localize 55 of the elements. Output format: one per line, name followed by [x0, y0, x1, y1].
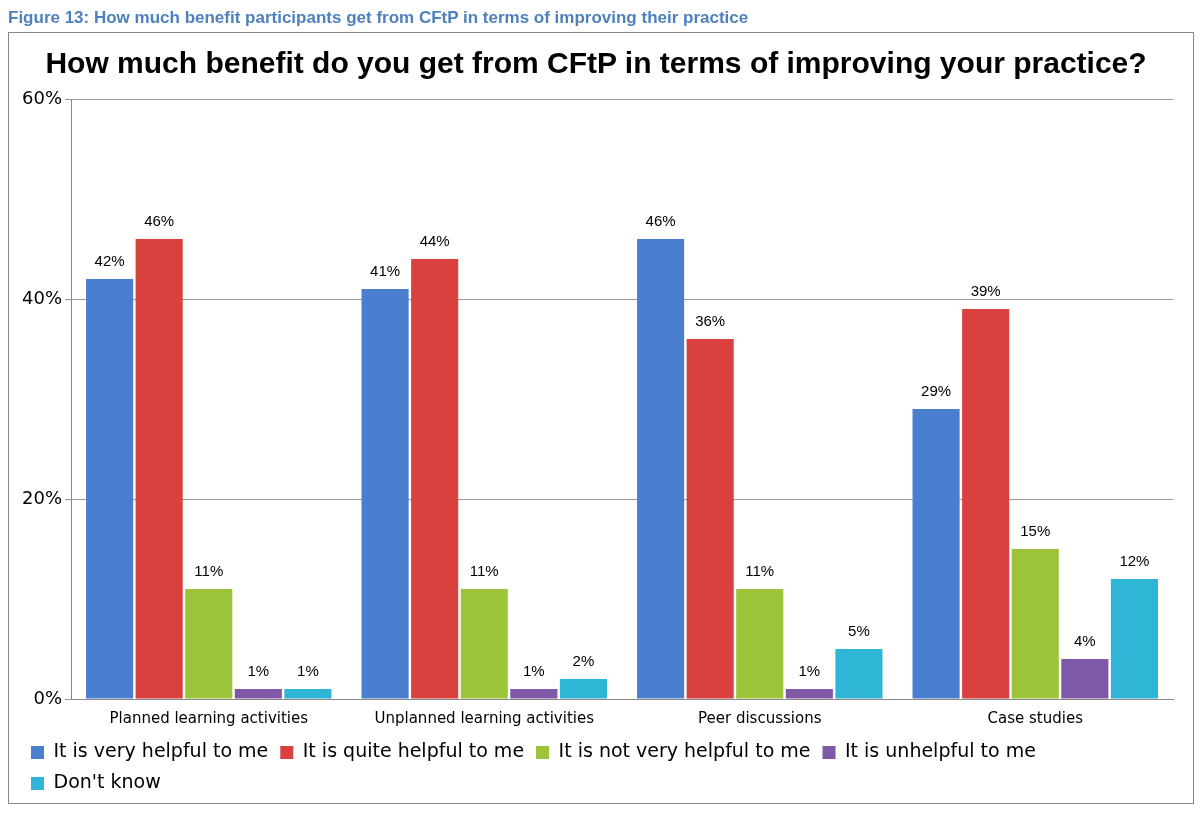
- data-label: 12%: [1119, 551, 1150, 569]
- data-label: 2%: [572, 651, 595, 669]
- data-label: 11%: [745, 561, 775, 579]
- data-label: 42%: [94, 251, 125, 269]
- legend-label: Don't know: [53, 770, 161, 793]
- bar: [510, 689, 558, 699]
- bar: [135, 239, 183, 699]
- data-label: 36%: [695, 311, 726, 329]
- data-label: 46%: [144, 211, 175, 229]
- bar: [361, 289, 409, 699]
- data-label: 15%: [1020, 521, 1051, 539]
- bar: [912, 409, 960, 699]
- data-label: 39%: [970, 281, 1001, 299]
- data-label: 1%: [247, 661, 270, 679]
- bar: [785, 689, 833, 699]
- data-label: 11%: [194, 561, 224, 579]
- legend-label: It is quite helpful to me: [302, 739, 525, 762]
- data-label: 11%: [469, 561, 499, 579]
- bar: [234, 689, 282, 699]
- bar: [411, 259, 459, 699]
- y-tick-label: 0%: [33, 686, 63, 708]
- bar: [637, 239, 685, 699]
- bar: [460, 589, 508, 699]
- data-label: 29%: [921, 381, 952, 399]
- y-tick-label: 60%: [21, 86, 63, 108]
- legend-label: It is unhelpful to me: [845, 739, 1036, 762]
- data-label: 1%: [523, 661, 545, 679]
- x-tick-label: Unplanned learning activities: [374, 708, 595, 727]
- y-tick-label: 40%: [21, 286, 63, 308]
- data-label: 46%: [645, 211, 676, 229]
- x-tick-label: Peer discussions: [698, 708, 822, 727]
- legend-label: It is not very helpful to me: [558, 739, 811, 762]
- x-tick-label: Case studies: [987, 708, 1084, 727]
- data-label: 4%: [1074, 631, 1096, 649]
- bar: [962, 309, 1010, 699]
- bar: [736, 589, 784, 699]
- bar: [1110, 579, 1158, 699]
- bar: [86, 279, 134, 699]
- bar: [835, 649, 883, 699]
- bar: [1011, 549, 1059, 699]
- bar: [1061, 659, 1109, 699]
- data-label: 41%: [370, 261, 401, 279]
- data-label: 1%: [297, 661, 319, 679]
- caption: Figure 13: How much benefit participants get from CFtP in terms of improving their practice: [8, 8, 750, 28]
- x-tick-label: Planned learning activities: [109, 708, 309, 727]
- legend-label: It is very helpful to me: [53, 739, 269, 762]
- data-label: 5%: [848, 621, 870, 639]
- bar: [686, 339, 734, 699]
- bar: [284, 689, 332, 699]
- bar: [185, 589, 233, 699]
- chart-title: How much benefit do you get from CFtP in terms of improving your practice?: [45, 46, 1147, 80]
- data-label: 1%: [798, 661, 821, 679]
- y-tick-label: 20%: [21, 486, 63, 508]
- bar: [559, 679, 607, 699]
- data-label: 44%: [419, 231, 450, 249]
